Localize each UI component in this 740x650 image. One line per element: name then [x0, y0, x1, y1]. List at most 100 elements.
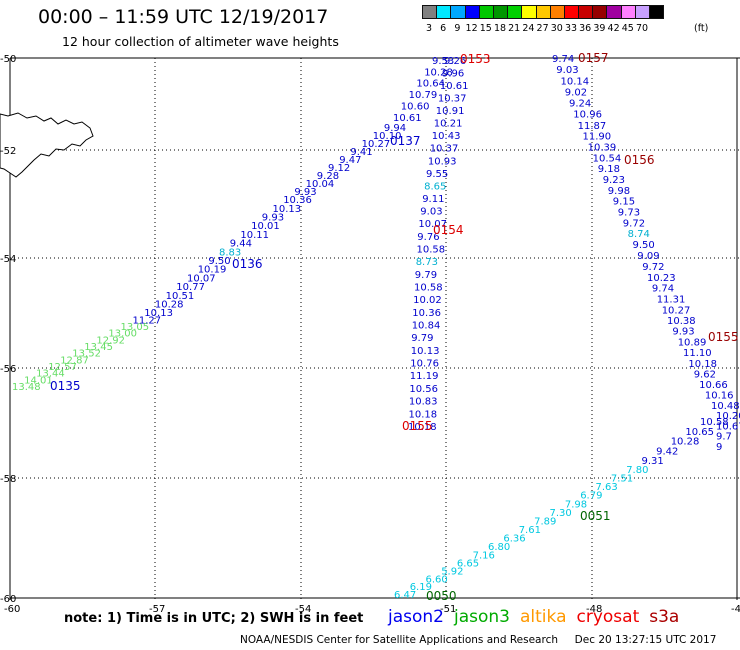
wave-height-value: 9.11: [422, 194, 444, 205]
wave-height-value: 10.20: [716, 411, 740, 422]
wave-height-value: 12.87: [60, 355, 89, 366]
wave-height-value: 10.56: [409, 384, 438, 395]
wave-height-value: 11.87: [578, 121, 607, 132]
wave-height-value: 10.19: [198, 265, 227, 276]
wave-height-value: 10.58: [417, 244, 446, 255]
wave-height-value: 10.89: [678, 337, 707, 348]
wave-height-value: 12.57: [48, 362, 77, 373]
wave-height-value: 10.61: [393, 113, 422, 124]
legend-label: 21: [508, 23, 521, 34]
latitude-label: -58: [0, 474, 16, 485]
wave-height-value: 11.10: [683, 348, 712, 359]
wave-height-value: 9.44: [230, 239, 252, 250]
wave-height-value: 10.36: [412, 308, 441, 319]
longitude-label: -51: [440, 604, 456, 615]
wave-height-value: 10.11: [240, 230, 269, 241]
wave-height-value: 10.39: [588, 143, 617, 154]
pass-label: 0156: [624, 153, 655, 167]
latitude-label: -56: [0, 364, 16, 375]
wave-height-value: 10.37: [438, 94, 467, 105]
wave-height-value: 9.55: [426, 169, 448, 180]
wave-height-value: 10.01: [251, 221, 280, 232]
longitude-label: -57: [149, 604, 165, 615]
wave-height-value: 10.48: [711, 401, 740, 412]
wave-height-value: 10.27: [362, 139, 391, 150]
wave-height-value: 7.51: [611, 473, 633, 484]
pass-label: 0135: [50, 379, 81, 393]
latitude-label: -54: [0, 254, 16, 265]
legend-label: 30: [550, 23, 563, 34]
wave-height-value: 9.93: [672, 327, 694, 338]
wave-height-value: 9.50: [633, 240, 655, 251]
wave-height-value: 14.01: [24, 375, 53, 386]
wave-height-value: 10.23: [647, 273, 676, 284]
wave-height-value: 10.66: [699, 380, 728, 391]
wave-height-value: 7.61: [519, 525, 541, 536]
wave-height-value: 9.03: [420, 207, 442, 218]
wave-height-value: 10.65: [685, 427, 714, 438]
satellite-name-cryosat: cryosat: [576, 607, 640, 627]
longitude-label: -48: [586, 604, 602, 615]
wave-height-value: 9.79: [415, 270, 437, 281]
legend-label: 42: [607, 23, 620, 34]
wave-height-value: 10.93: [428, 156, 457, 167]
pass-label: 0155: [402, 419, 433, 433]
wave-height-value: 11.90: [583, 132, 612, 143]
wave-height-value: 8.73: [416, 257, 438, 268]
legend-label: 45: [621, 23, 634, 34]
wave-height-value: 10.43: [432, 131, 461, 142]
wave-height-value: 10.07: [187, 273, 216, 284]
wave-height-color-legend: 3 6 9 12 15 18 21 24 27 30 33 36 39 42 45 70 (ft): [422, 5, 708, 34]
satellite-name-jason2: jason2: [388, 607, 444, 627]
pass-label: 0051: [580, 509, 611, 523]
wave-height-value: 9.31: [642, 456, 664, 467]
wave-height-value: 8.65: [424, 181, 446, 192]
wave-height-value: 10.54: [593, 153, 622, 164]
wave-height-value: 13.05: [121, 322, 150, 333]
wave-height-value: 10.27: [662, 305, 691, 316]
wave-height-value: 10.79: [409, 90, 438, 101]
wave-height-value: 7.89: [534, 516, 556, 527]
legend-swatches: [422, 5, 665, 19]
wave-height-value: 10.28: [424, 67, 453, 78]
wave-height-value: 9.03: [556, 65, 578, 76]
wave-height-value: 9: [716, 442, 722, 453]
wave-height-value: 10.13: [411, 346, 440, 357]
wave-height-value: 10.58: [700, 417, 729, 428]
wave-height-value: 8.83: [219, 247, 241, 258]
wave-height-value: 10.28: [155, 300, 184, 311]
latitude-label: -52: [0, 146, 16, 157]
wave-height-value: 9.42: [656, 446, 678, 457]
wave-height-value: 9.79: [411, 333, 433, 344]
wave-height-value: 9.74: [552, 54, 574, 65]
wave-height-value: 6.19: [410, 582, 432, 593]
legend-label: 12: [465, 23, 478, 34]
wave-height-value: 9.74: [652, 284, 674, 295]
wave-height-value: 10.02: [413, 295, 442, 306]
pass-label: 0137: [390, 134, 421, 148]
wave-height-value: 10.38: [667, 316, 696, 327]
wave-height-value: 10.58: [414, 282, 443, 293]
wave-height-value: 9.47: [339, 155, 361, 166]
wave-height-value: 6.79: [580, 491, 602, 502]
wave-height-value: 10.36: [283, 195, 312, 206]
legend-label: 24: [522, 23, 535, 34]
pass-label: 0136: [232, 257, 263, 271]
wave-height-value: 9.76: [417, 232, 439, 243]
pass-label: 0153: [460, 52, 491, 66]
wave-height-value: 10.13: [144, 308, 173, 319]
wave-height-value: 10.13: [273, 204, 302, 215]
wave-height-value: 9.50: [208, 256, 230, 267]
wave-height-value: 9.24: [569, 99, 591, 110]
wave-height-value: 9.72: [642, 262, 664, 273]
wave-height-value: 6.36: [503, 534, 525, 545]
axis-labels: -60 -57 -54 -51 -48 -45 -50 -52 -54 -56 -58 -60: [0, 54, 740, 615]
wave-height-value: 10.18: [688, 359, 717, 370]
latitude-label: -50: [0, 54, 16, 65]
wave-height-value: 10.83: [409, 397, 438, 408]
wave-height-value: 13.48: [12, 382, 41, 393]
wave-height-value: 10.16: [705, 391, 734, 402]
wave-height-value: 13.45: [84, 342, 113, 353]
pass-label: 0154: [433, 223, 464, 237]
